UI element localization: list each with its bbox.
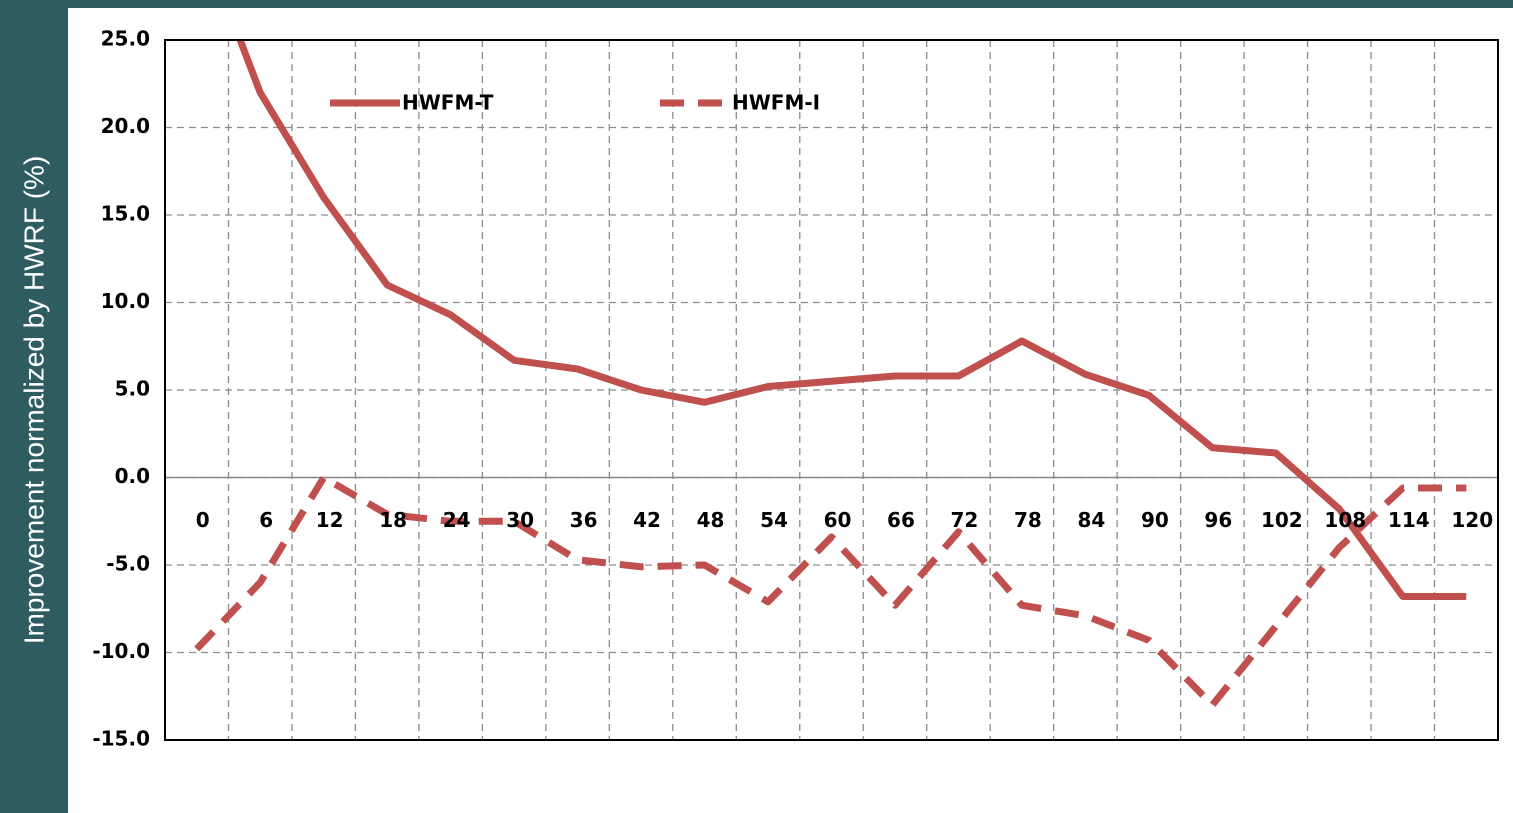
legend-label: HWFM-I bbox=[732, 91, 820, 115]
x-tick-label: 90 bbox=[1141, 508, 1169, 532]
x-tick-label: 18 bbox=[379, 508, 407, 532]
series-line bbox=[236, 40, 1467, 600]
x-tick-label: 54 bbox=[760, 508, 788, 532]
labels: 25.0 20.0 15.0 10.0 5.0 0.0 -5.0 -10.0 -15.0 0 6 12… bbox=[92, 27, 1493, 751]
x-tick-label: 0 bbox=[196, 508, 210, 532]
legend-label: HWFM-T bbox=[402, 91, 494, 115]
y-tick-label: 20.0 bbox=[101, 114, 150, 138]
x-tick-label: 78 bbox=[1014, 508, 1042, 532]
x-tick-label: 102 bbox=[1261, 508, 1303, 532]
y-tick-label: 0.0 bbox=[115, 464, 150, 488]
x-tick-label: 120 bbox=[1451, 508, 1493, 532]
x-tick-label: 6 bbox=[259, 508, 273, 532]
chart-area bbox=[68, 8, 1513, 813]
x-tick-label: 48 bbox=[697, 508, 725, 532]
x-tick-label: 66 bbox=[887, 508, 915, 532]
grid bbox=[165, 39, 1498, 741]
x-tick-label: 96 bbox=[1204, 508, 1232, 532]
y-axis-label: Improvement normalized by HWRF (%) bbox=[18, 156, 49, 645]
x-tick-label: 24 bbox=[443, 508, 471, 532]
x-tick-label: 108 bbox=[1324, 508, 1366, 532]
x-tick-label: 36 bbox=[570, 508, 598, 532]
series-line bbox=[194, 474, 1467, 709]
x-tick-label: 84 bbox=[1077, 508, 1105, 532]
x-tick-label: 12 bbox=[316, 508, 344, 532]
y-tick-label: 10.0 bbox=[101, 289, 150, 313]
y-tick-label: 5.0 bbox=[115, 377, 150, 401]
plot-frame bbox=[164, 39, 1499, 741]
x-tick-label: 114 bbox=[1388, 508, 1430, 532]
y-tick-label: 15.0 bbox=[101, 202, 150, 226]
y-tick-label: -10.0 bbox=[92, 639, 150, 663]
lines bbox=[194, 40, 1467, 709]
y-tick-label: 25.0 bbox=[101, 27, 150, 51]
x-tick-label: 42 bbox=[633, 508, 661, 532]
y-tick-label: -15.0 bbox=[92, 727, 150, 751]
x-tick-label: 60 bbox=[824, 508, 852, 532]
x-tick-label: 72 bbox=[951, 508, 979, 532]
x-tick-label: 30 bbox=[506, 508, 534, 532]
y-tick-label: -5.0 bbox=[106, 552, 150, 576]
